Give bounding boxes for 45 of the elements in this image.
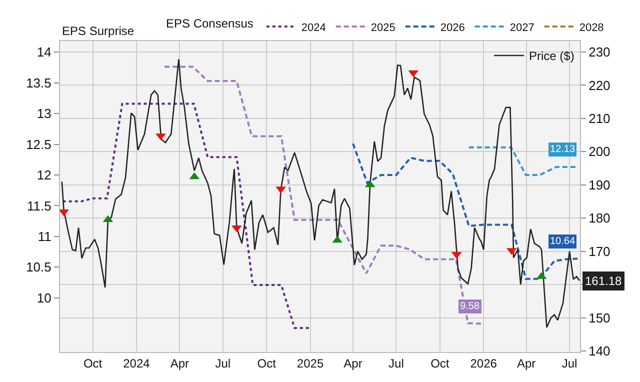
- x-tick-label: Apr: [170, 356, 190, 370]
- data-label: 12.13: [550, 144, 576, 155]
- line-series: [62, 102, 311, 330]
- x-tick-label: Oct: [83, 356, 103, 370]
- x-tick-label: Jul: [388, 356, 404, 370]
- text: EPS Surprise: [62, 24, 134, 38]
- x-tick-label: Jul: [562, 356, 578, 370]
- y-tick-label: 10.5: [26, 260, 52, 275]
- legend-label: Price ($): [529, 49, 574, 64]
- y2-tick-label: 210: [588, 110, 610, 126]
- y-tick-label: 14: [36, 44, 52, 60]
- y2-tick-label: 180: [588, 210, 610, 226]
- data-label: 10.64: [550, 236, 576, 247]
- x-tick-label: 2026: [470, 356, 498, 370]
- legend-label: 2026: [440, 22, 465, 34]
- y2-tick-label: 220: [588, 78, 610, 93]
- line-series: [163, 66, 484, 325]
- legend-label: 2027: [510, 22, 534, 34]
- y-tick-label: 13.5: [26, 75, 52, 90]
- legend-title: EPS Consensus: [166, 16, 254, 31]
- legend-label: 2025: [370, 22, 396, 34]
- x-tick-label: Apr: [516, 356, 536, 370]
- y-tick-label: 11.5: [27, 198, 52, 214]
- x-tick-label: 2024: [123, 356, 150, 370]
- y-tick-label: 12.5: [26, 136, 52, 152]
- x-tick-label: Jul: [215, 356, 231, 370]
- x-tick-label: Apr: [344, 356, 362, 370]
- y2-tick-label: 150: [588, 310, 610, 326]
- data-label: 9.58: [460, 301, 480, 312]
- y2-tick-label: 200: [588, 144, 610, 160]
- y2-tick-label: 190: [588, 177, 610, 192]
- y-tick-label: 10: [36, 290, 52, 306]
- y-tick-label: 12: [36, 168, 52, 183]
- y2-tick-label: 170: [588, 244, 610, 259]
- x-tick-label: Oct: [430, 356, 450, 370]
- line-series: [352, 142, 579, 280]
- y2-tick-label: 140: [588, 344, 610, 359]
- legend-label: 2024: [301, 22, 326, 34]
- y2-tick-label: 230: [588, 44, 610, 60]
- data-label: 161.18: [585, 274, 622, 288]
- x-tick-label: Oct: [257, 356, 277, 370]
- x-tick-label: 2025: [296, 356, 324, 370]
- y-tick-label: 13: [36, 106, 52, 122]
- y-tick-label: 11: [38, 229, 52, 244]
- legend-label: 2028: [579, 22, 604, 34]
